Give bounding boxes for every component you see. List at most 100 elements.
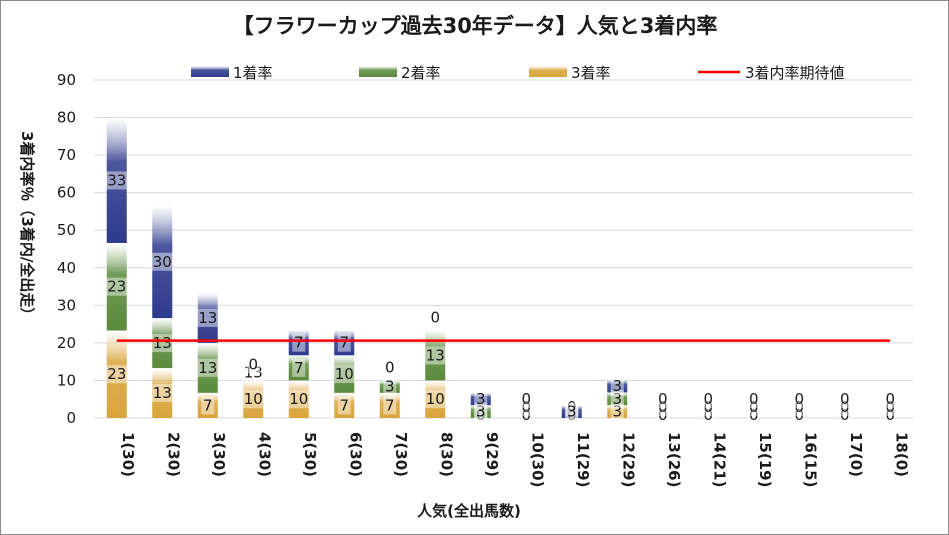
legend-label: 2着率 [401,64,441,82]
data-label: 23 [107,278,126,296]
data-label-bg [201,396,215,415]
data-label-bg [424,390,447,409]
data-label-bg [656,406,670,424]
data-label: 7 [294,359,304,377]
x-tick-label: 7(30) [392,432,410,477]
data-label-bg [383,358,397,377]
data-label-bg [242,390,265,409]
bar-segment [334,330,355,356]
data-label: 0 [430,308,440,326]
legend-item: 1着率 [191,64,273,82]
bar-segment [288,355,309,381]
bars [106,117,628,418]
y-tick-label: 10 [57,371,76,389]
legend-swatch [359,66,397,77]
data-label-bg [105,277,128,296]
data-label-bg [292,358,306,377]
x-tick-label: 11(29) [574,432,592,487]
data-label: 0 [885,406,895,424]
data-label: 0 [885,390,895,408]
data-label-bg [519,398,533,416]
data-label-bg [383,377,397,396]
data-label: 10 [426,390,445,408]
data-label: 0 [521,398,531,416]
data-label: 0 [840,406,850,424]
bar-segment [288,330,309,356]
data-labels: 2323331313307131310130107771077301013003… [105,171,897,424]
data-label: 13 [153,384,172,402]
data-label: 10 [335,365,354,383]
legend-label: 1着率 [233,64,273,82]
data-label: 3 [612,390,622,408]
data-label: 13 [198,309,217,327]
data-label: 13 [153,334,172,352]
data-label: 7 [339,396,349,414]
data-label: 13 [198,359,217,377]
data-label-bg [105,171,128,190]
data-label: 0 [658,406,668,424]
bar-segment [288,380,309,418]
data-label-bg [474,402,488,421]
x-tick-label: 17(0) [847,432,865,477]
data-label-bg [610,389,624,408]
data-label-bg [196,308,219,327]
y-tick-label: 80 [57,109,76,127]
x-tick-label: 16(15) [801,432,819,487]
x-tick-label: 8(30) [437,432,455,477]
data-label: 0 [703,390,713,408]
data-label-bg [610,377,624,396]
bar-segment [334,392,355,418]
bar-segment [197,292,218,343]
data-label-bg [242,363,265,382]
bar-segment [106,330,127,418]
x-tick-label: 3(30) [210,432,228,477]
legend-swatch [529,66,567,77]
legend-label: 3着率 [571,64,611,82]
gridlines [94,79,913,419]
data-label-bg [565,402,579,421]
bar-segment [106,117,127,243]
bar-segment [607,379,628,393]
data-label-bg [151,334,174,353]
x-tick-label: 15(19) [756,432,774,487]
data-label: 0 [840,398,850,416]
data-label: 0 [385,358,395,376]
data-label-bg [701,398,715,416]
data-label-bg [747,406,761,424]
bar-segment [106,242,127,331]
data-label: 0 [840,390,850,408]
data-label: 0 [749,390,759,408]
x-tick-label: 14(21) [710,432,728,487]
bar-segment [197,342,218,393]
data-label-bg [838,406,852,424]
bar-segment [425,380,446,418]
y-tick-label: 20 [57,334,76,352]
data-label: 0 [521,406,531,424]
data-label-bg [792,406,806,424]
data-label: 13 [426,346,445,364]
legend-swatch [191,66,229,77]
data-label-bg [519,390,533,408]
x-tick-label: 5(30) [301,432,319,477]
data-label-bg [474,406,488,424]
x-tick-label: 4(30) [255,432,273,477]
data-label: 7 [203,396,213,414]
data-label-bg [474,389,488,408]
data-label-bg [792,390,806,408]
y-tick-label: 60 [57,184,76,202]
data-label-bg [337,396,351,415]
data-label-bg [383,396,397,415]
data-label-bg [838,398,852,416]
x-tick-label: 1(30) [119,432,137,477]
x-tick-label: 9(29) [483,432,501,477]
legend-item: 2着率 [359,64,441,82]
data-label: 10 [289,390,308,408]
data-label-bg [656,390,670,408]
data-label-bg [246,355,260,374]
data-label: 3 [476,390,486,408]
data-label-bg [883,406,897,424]
x-axis-ticks: 1(30) 2(30) 3(30) 4(30) 5(30) 6(30) 7(30) 8(30)… [119,432,911,487]
data-label: 0 [749,398,759,416]
data-label: 0 [521,390,531,408]
data-label: 0 [794,390,804,408]
